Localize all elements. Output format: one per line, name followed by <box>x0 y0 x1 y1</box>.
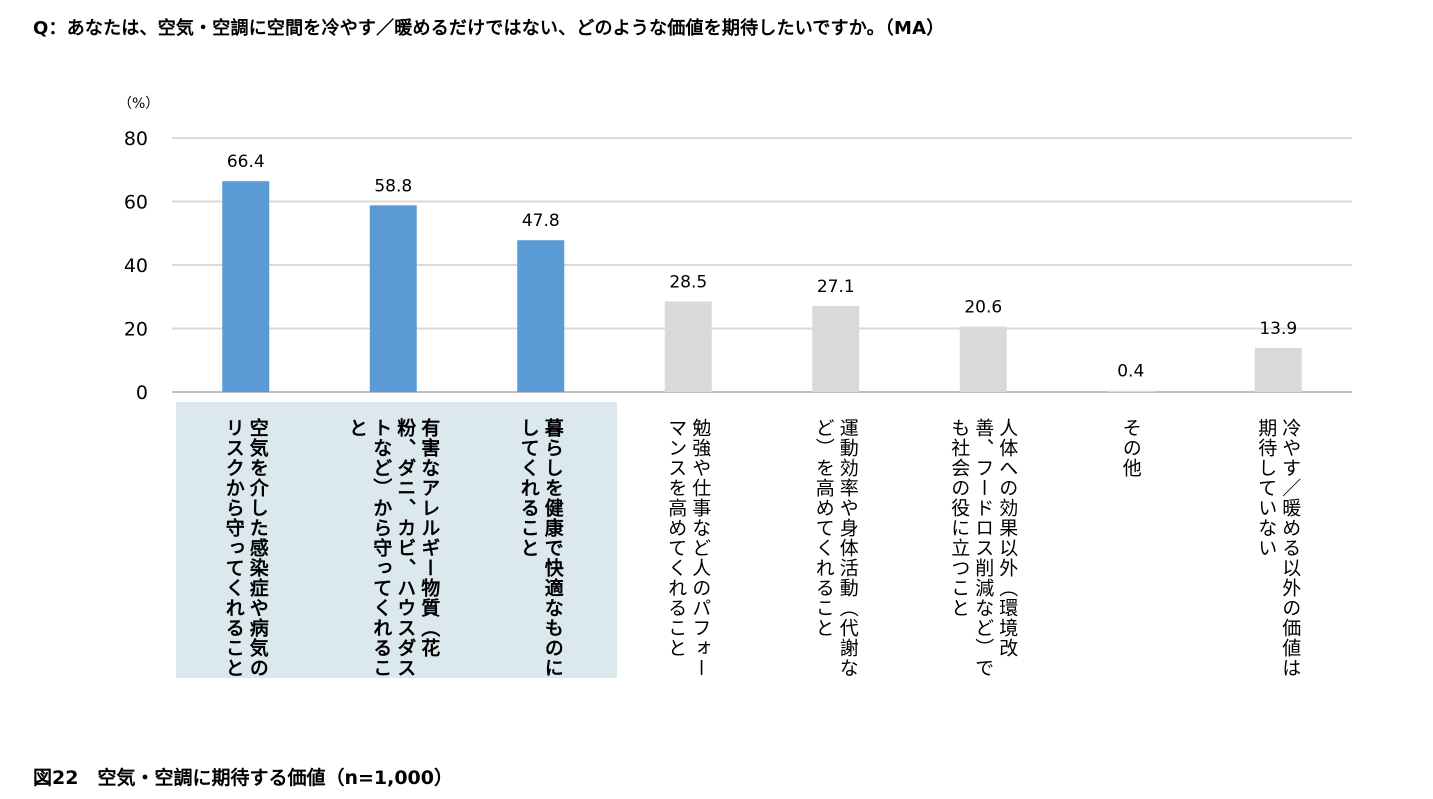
category-label: 勉強や仕事など人のパフォーマンスを高めてくれること <box>665 418 712 678</box>
bar <box>1254 347 1302 392</box>
y-tick-label: 0 <box>136 382 148 404</box>
category-label: 空気を介した感染症や病気のリスクから守ってくれること <box>222 418 269 678</box>
bar <box>222 181 270 392</box>
category-label: 冷やす／暖める以外の価値は期待していない <box>1255 418 1302 678</box>
category-label: 人体への効果以外（環境改善、フードロス削減など）でも社会の役に立つこと <box>948 418 1019 678</box>
bar <box>812 305 860 392</box>
question-text: Q：あなたは、空気・空調に空間を冷やす／暖めるだけではない、どのような価値を期待… <box>33 18 945 39</box>
category-label: 暮らしを健康で快適なものにしてくれること <box>517 418 564 678</box>
data-label: 58.8 <box>374 176 412 196</box>
y-tick-label: 20 <box>124 319 148 341</box>
y-tick-label: 40 <box>124 255 148 277</box>
bar <box>369 205 417 392</box>
bar <box>664 301 712 392</box>
data-label: 0.4 <box>1117 362 1144 382</box>
bar <box>517 240 565 392</box>
data-label: 47.8 <box>522 211 560 231</box>
data-label: 13.9 <box>1259 319 1297 339</box>
data-label: 66.4 <box>227 152 265 172</box>
unit-label: （%） <box>118 96 159 112</box>
data-label: 28.5 <box>669 273 707 293</box>
bar <box>959 326 1007 392</box>
category-label: 運動効率や身体活動（代謝など）を高めてくれること <box>812 418 859 678</box>
bar <box>1107 390 1155 392</box>
data-label: 20.6 <box>964 298 1002 318</box>
figure-caption: 図22 空気・空調に期待する価値（n=1,000） <box>33 767 453 789</box>
category-label: 有害なアレルギー物質（花粉、ダニ、カビ、ハウスダストなど）から守ってくれること <box>346 418 441 678</box>
highlight-background <box>176 402 617 678</box>
y-tick-label: 60 <box>124 192 148 214</box>
data-label: 27.1 <box>817 277 855 297</box>
category-label: その他 <box>1119 418 1142 478</box>
y-tick-label: 80 <box>124 128 148 150</box>
